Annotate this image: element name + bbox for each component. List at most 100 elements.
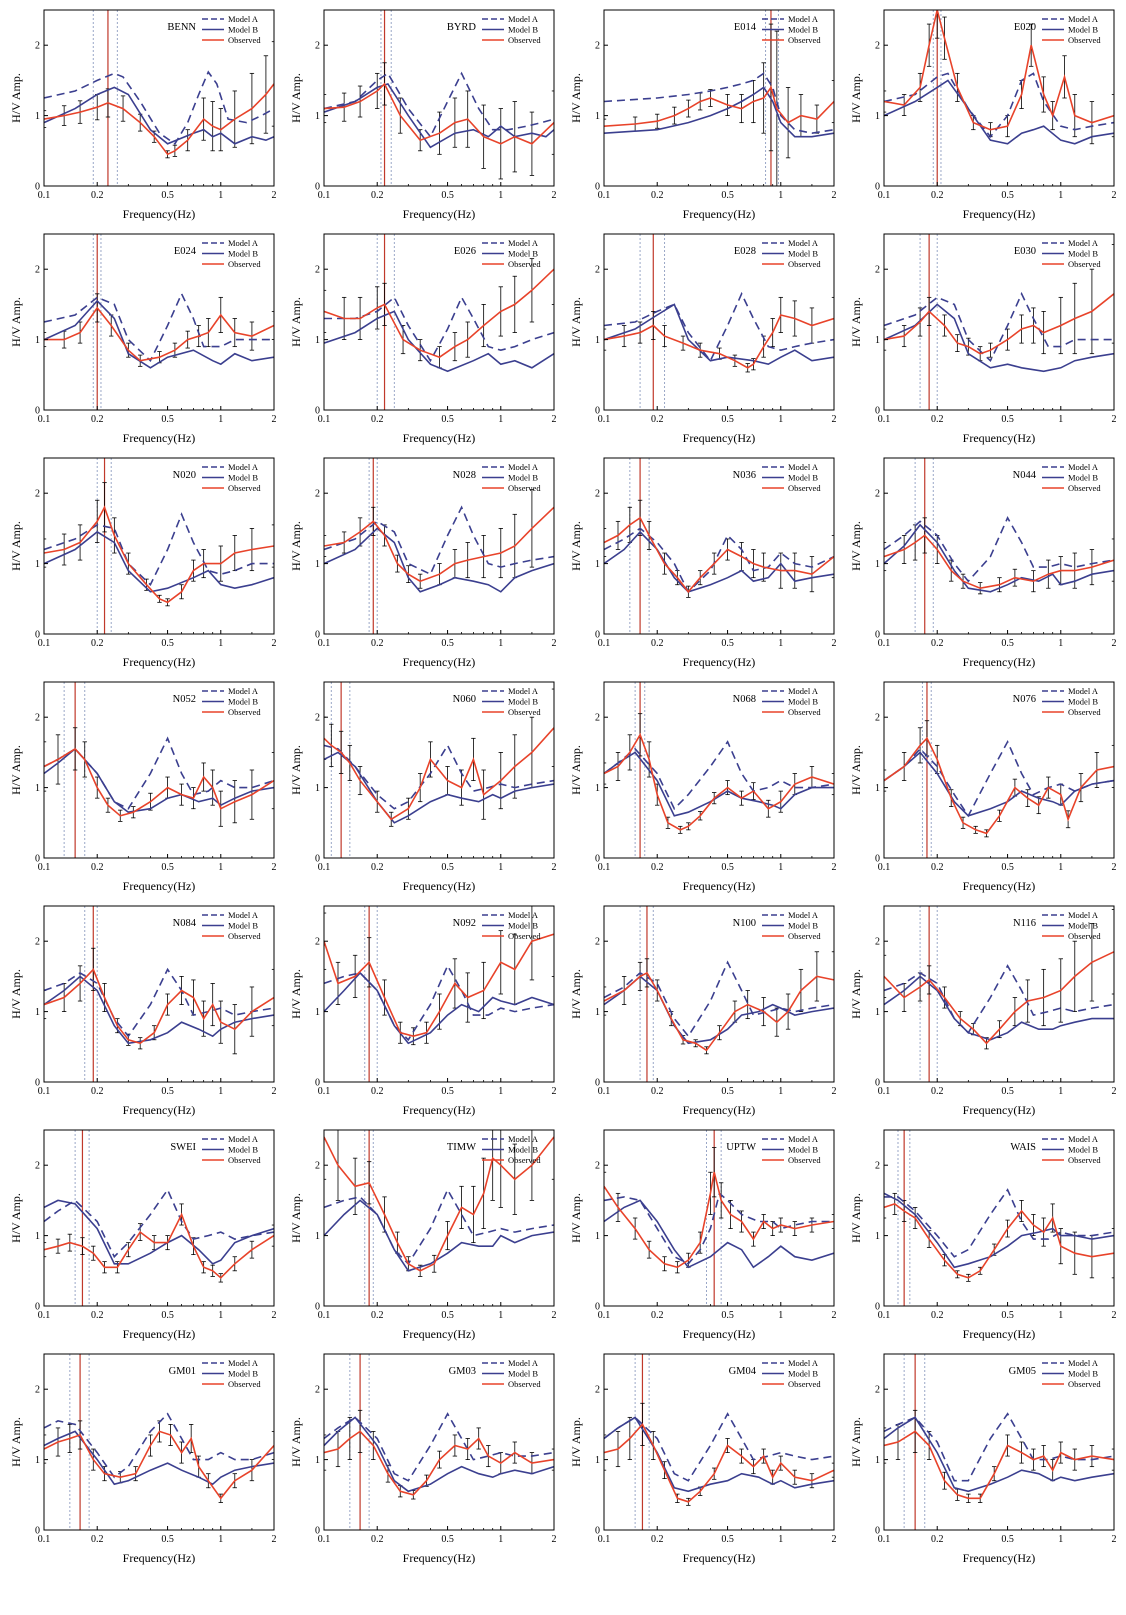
legend-label: Model A [788,14,819,24]
y-axis-label: H/V Amp. [289,1417,303,1467]
y-tick-label: 2 [595,1385,600,1396]
x-tick-label: 2 [1112,190,1117,201]
y-tick-label: 0 [875,406,880,417]
x-tick-label: 1 [1058,1310,1063,1321]
station-label: E020 [1014,22,1036,33]
x-tick-label: 0.1 [38,414,51,425]
plot-area [604,1354,834,1530]
x-tick-label: 0.2 [371,1534,384,1545]
hv-panel-e024: 0.1 0.2 0.5 1 2 0 1 2 Frequency(Hz) H/V Amp. E024 M… [9,233,277,445]
y-axis-label: H/V Amp. [569,745,583,795]
station-label: BYRD [447,22,477,33]
legend-label: Model A [788,238,819,248]
x-tick-label: 0.5 [721,1534,734,1545]
legend-label: Model B [228,921,258,931]
x-tick-label: 0.2 [91,1534,104,1545]
y-tick-label: 2 [595,937,600,948]
y-axis-label: H/V Amp. [9,521,23,571]
station-label: E024 [174,246,197,257]
y-tick-label: 1 [315,1231,320,1242]
x-tick-label: 0.1 [878,862,891,873]
x-tick-label: 0.5 [1001,1086,1014,1097]
series-model-b [324,527,554,593]
series-model-a [44,291,274,363]
plot-frame [323,905,555,1083]
plot-frame [603,1129,835,1307]
x-tick-label: 2 [1112,414,1117,425]
series-observed [324,1430,554,1496]
x-tick-label: 1 [498,862,503,873]
series-model-b [884,1192,1114,1269]
legend-label: Model B [1068,25,1098,35]
x-axis-label: Frequency(Hz) [123,1551,196,1565]
y-tick-label: 0 [595,630,600,641]
x-tick-label: 0.1 [38,190,51,201]
station-label: TIMW [447,1142,476,1153]
x-tick-label: 0.5 [441,414,454,425]
station-label: N028 [453,470,476,481]
x-tick-label: 0.2 [651,1086,664,1097]
y-tick-label: 0 [595,182,600,193]
plot-frame [603,681,835,859]
hv-panel-n100: 0.1 0.2 0.5 1 2 0 1 2 Frequency(Hz) H/V Amp. N100 M… [569,905,837,1117]
hv-panel-gm05: 0.1 0.2 0.5 1 2 0 1 2 Frequency(Hz) H/V Amp. GM05 M… [849,1353,1117,1565]
y-axis-label: H/V Amp. [9,1193,23,1243]
y-tick-label: 1 [875,335,880,346]
hv-panel-benn: 0.1 0.2 0.5 1 2 0 1 2 Frequency(Hz) H/V Amp. BENN M… [9,9,277,221]
y-tick-label: 0 [875,1526,880,1537]
plot-area [44,1130,274,1306]
series-model-b [324,82,554,149]
error-bars [604,713,834,834]
y-tick-label: 2 [315,265,320,276]
legend-label: Model A [508,1358,539,1368]
hv-panel-gm01: 0.1 0.2 0.5 1 2 0 1 2 Frequency(Hz) H/V Amp. GM01 M… [9,1353,277,1565]
series-model-b [324,971,554,1045]
y-tick-label: 1 [875,559,880,570]
x-axis-label: Frequency(Hz) [403,207,476,221]
x-tick-label: 0.2 [371,414,384,425]
y-tick-label: 1 [35,783,40,794]
y-axis-label: H/V Amp. [849,1417,863,1467]
x-axis-label: Frequency(Hz) [123,1327,196,1341]
series-model-b [884,303,1114,373]
hv-panel-n116: 0.1 0.2 0.5 1 2 0 1 2 Frequency(Hz) H/V Amp. N116 M… [849,905,1117,1117]
x-tick-label: 2 [832,190,837,201]
series-observed [604,971,834,1052]
hv-panel-n052: 0.1 0.2 0.5 1 2 0 1 2 Frequency(Hz) H/V Amp. N052 M… [9,681,277,893]
plot-area [884,1354,1114,1530]
series-observed [324,506,554,583]
hv-panel-n060: 0.1 0.2 0.5 1 2 0 1 2 Frequency(Hz) H/V Amp. N060 M… [289,681,557,893]
hv-panel-n068: 0.1 0.2 0.5 1 2 0 1 2 Frequency(Hz) H/V Amp. N068 M… [569,681,837,893]
x-axis-label: Frequency(Hz) [403,655,476,669]
station-label: N052 [173,694,196,705]
y-tick-label: 2 [35,41,40,52]
legend-label: Model B [228,1145,258,1155]
y-tick-label: 2 [35,937,40,948]
error-bars [604,951,834,1055]
y-tick-label: 1 [315,559,320,570]
x-tick-label: 0.1 [318,862,331,873]
x-tick-label: 0.5 [161,638,174,649]
y-axis-label: H/V Amp. [849,521,863,571]
series-model-b [884,523,1114,593]
legend-label: Observed [1068,259,1101,269]
series-model-a [884,291,1114,363]
series-model-a [604,1412,834,1482]
legend-label: Model B [228,1369,258,1379]
x-tick-label: 0.1 [878,638,891,649]
y-tick-label: 0 [35,182,40,193]
y-axis-label: H/V Amp. [569,73,583,123]
series-model-b [884,1416,1114,1493]
legend-label: Model A [228,238,259,248]
x-tick-label: 0.1 [38,1310,51,1321]
series-observed [44,505,274,604]
series-model-a [44,1188,274,1259]
